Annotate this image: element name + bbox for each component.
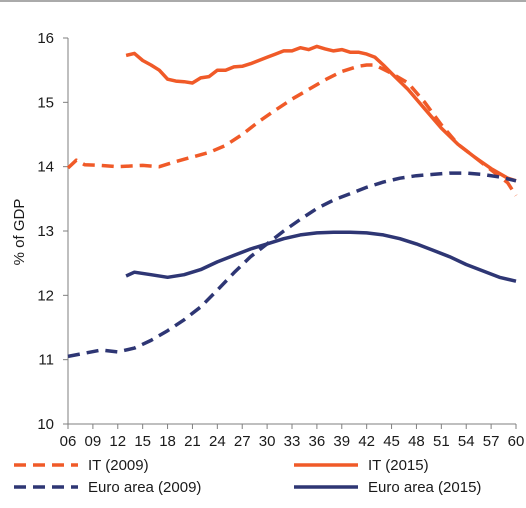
y-tick-label: 15	[37, 94, 54, 111]
y-tick-label: 14	[37, 159, 54, 176]
x-tick-label: 54	[458, 433, 475, 450]
x-tick-label: 15	[134, 433, 151, 450]
y-axis-title: % of GDP	[11, 199, 28, 266]
x-tick-label: 33	[284, 433, 301, 450]
x-tick-label: 51	[433, 433, 450, 450]
series-line-euro-area-2015	[125, 230, 517, 283]
legend: IT (2009) IT (2015) Euro area (2009) Euro a…	[14, 457, 481, 496]
x-tick-label: 12	[109, 433, 126, 450]
y-tick-label: 13	[37, 223, 54, 240]
x-tick-label: 09	[85, 433, 102, 450]
x-tick-label: 36	[309, 433, 326, 450]
x-tick-label: 18	[159, 433, 176, 450]
x-tick-label: 24	[209, 433, 226, 450]
x-tick-label: 30	[259, 433, 276, 450]
legend-label: IT (2015)	[368, 457, 429, 474]
x-tick-label: 21	[184, 433, 201, 450]
series-line-it-2009	[66, 63, 518, 197]
y-tick-label: 11	[38, 352, 54, 369]
x-tick-label: 60	[508, 433, 525, 450]
x-tick-label: 06	[60, 433, 77, 450]
legend-label: IT (2009)	[88, 457, 149, 474]
y-tick-label: 10	[37, 416, 54, 433]
axes: 10 11 12 13 14 15 16 06 09 12 15 18 21 24 27 30 33 36 39 42…	[37, 30, 524, 450]
series-lines	[66, 44, 518, 359]
legend-label: Euro area (2015)	[368, 479, 481, 496]
y-tick-label: 12	[37, 287, 54, 304]
x-tick-label: 45	[383, 433, 400, 450]
series-line-it-2015	[125, 44, 517, 183]
x-tick-label: 42	[358, 433, 375, 450]
x-tick-label: 57	[483, 433, 500, 450]
legend-label: Euro area (2009)	[88, 479, 201, 496]
x-tick-label: 27	[234, 433, 251, 450]
y-tick-label: 16	[37, 30, 54, 47]
x-tick-label: 39	[333, 433, 350, 450]
series-line-euro-area-2009	[67, 171, 517, 359]
x-tick-label: 48	[408, 433, 425, 450]
